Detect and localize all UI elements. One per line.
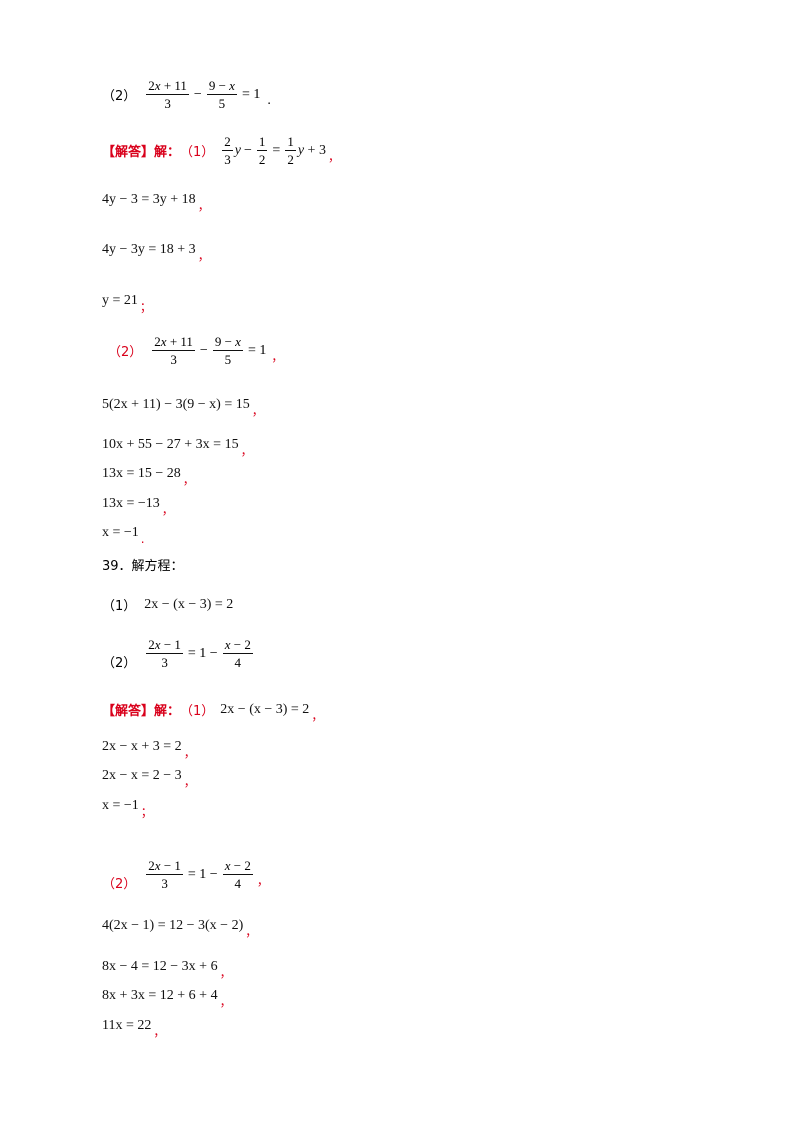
semicolon: ； — [140, 805, 153, 819]
part-label: （1） — [180, 145, 215, 160]
equation: 4y − 3 = 3y + 18 — [102, 191, 196, 207]
equation: 11x = 22 — [102, 1017, 152, 1033]
part-label: （2） — [102, 89, 137, 104]
equation: 2x − (x − 3) = 2 — [220, 701, 310, 717]
equation: x = −1 — [102, 797, 139, 813]
part-label: （1） — [180, 704, 215, 719]
semicolon: ； — [139, 300, 152, 314]
comma: ， — [245, 925, 258, 939]
step: 5(2x + 11) − 3(9 − x) = 15 ， — [102, 396, 264, 419]
answer-tag: 【解答】解： — [102, 145, 181, 160]
equation: 8x − 4 = 12 − 3x + 6 — [102, 958, 218, 974]
equation: y = 21 — [102, 292, 138, 308]
step: y = 21 ； — [102, 292, 152, 315]
period: . — [140, 532, 145, 546]
step: 4y − 3 = 3y + 18 ， — [102, 191, 210, 214]
step: 13x = −13 ， — [102, 495, 174, 518]
step: 4(2x − 1) = 12 − 3(x − 2) ， — [102, 917, 257, 940]
part-label: （2） — [102, 656, 137, 671]
comma: ， — [183, 775, 196, 789]
part-label: （1） — [102, 599, 137, 614]
step: 2x − x + 3 = 2 ， — [102, 738, 196, 761]
step: x = −1 ； — [102, 797, 153, 820]
equation: 4(2x − 1) = 12 − 3(x − 2) — [102, 917, 244, 933]
step: 8x + 3x = 12 + 6 + 4 ， — [102, 987, 232, 1010]
question-title: 39．解方程： — [102, 559, 184, 574]
comma: ， — [311, 709, 324, 723]
comma: ， — [240, 444, 253, 458]
comma: ， — [219, 995, 232, 1009]
step: 8x − 4 = 12 − 3x + 6 ， — [102, 958, 232, 981]
equation: 10x + 55 − 27 + 3x = 15 — [102, 436, 239, 452]
comma: ， — [271, 350, 284, 364]
question-39-title: 39．解方程： — [102, 555, 184, 574]
comma: ， — [327, 150, 340, 164]
equation: 2x − (x − 3) = 2 — [144, 596, 234, 612]
comma: ， — [197, 199, 210, 213]
comma: ， — [161, 503, 174, 517]
step: 2x − x = 2 − 3 ， — [102, 767, 196, 790]
step: 13x = 15 − 28 ， — [102, 465, 195, 488]
step: x = −1 . — [102, 525, 145, 546]
comma: ， — [197, 249, 210, 263]
question-39-part-1: （1） 2x − (x − 3) = 2 — [102, 595, 234, 615]
equation: 2x − x + 3 = 2 — [102, 738, 182, 754]
answer-2-header: 【解答】解： （1） 2x − (x − 3) = 2 ， — [102, 700, 323, 724]
equation: 13x = −13 — [102, 495, 160, 511]
comma: ， — [183, 746, 196, 760]
equation: 13x = 15 − 28 — [102, 465, 181, 481]
comma: ， — [256, 874, 269, 888]
step: 4y − 3y = 18 + 3 ， — [102, 241, 210, 264]
equation: 2x − x = 2 − 3 — [102, 767, 182, 783]
step: 11x = 22 ， — [102, 1017, 165, 1040]
part-label: （2） — [102, 877, 137, 892]
equation: x = −1 — [102, 525, 139, 540]
period: . — [267, 92, 271, 108]
part-label: （2） — [108, 345, 143, 360]
fraction: 2x + 11 3 — [146, 78, 189, 111]
comma: ， — [153, 1025, 166, 1039]
comma: ， — [182, 473, 195, 487]
equation: 4y − 3y = 18 + 3 — [102, 241, 196, 257]
equation: 5(2x + 11) − 3(9 − x) = 15 — [102, 396, 250, 412]
answer-tag: 【解答】解： — [102, 704, 181, 719]
comma: ， — [251, 404, 264, 418]
step: 10x + 55 − 27 + 3x = 15 ， — [102, 436, 253, 459]
comma: ， — [219, 966, 232, 980]
equation: 8x + 3x = 12 + 6 + 4 — [102, 987, 218, 1003]
